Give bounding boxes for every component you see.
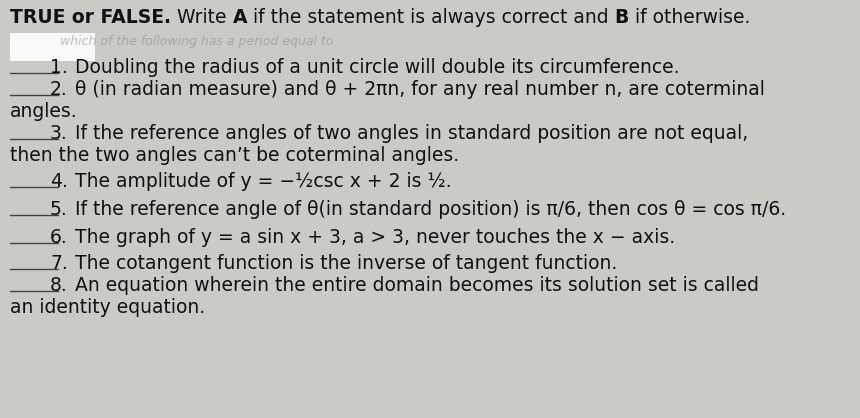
Text: then the two angles can’t be coterminal angles.: then the two angles can’t be coterminal …: [10, 146, 459, 165]
Text: 5.: 5.: [50, 200, 68, 219]
Text: The amplitude of y = −½csc x + 2 is ½.: The amplitude of y = −½csc x + 2 is ½.: [75, 172, 452, 191]
Text: The cotangent function is the inverse of tangent function.: The cotangent function is the inverse of…: [75, 254, 617, 273]
Text: 2.: 2.: [50, 80, 68, 99]
Text: A: A: [232, 8, 247, 27]
Text: 3.: 3.: [50, 124, 68, 143]
Text: An equation wherein the entire domain becomes its solution set is called: An equation wherein the entire domain be…: [75, 276, 759, 295]
Text: θ (in radian measure) and θ + 2πn, for any real number n, are coterminal: θ (in radian measure) and θ + 2πn, for a…: [75, 80, 765, 99]
Text: 1.: 1.: [50, 58, 68, 77]
Text: an identity equation.: an identity equation.: [10, 298, 206, 317]
Text: 6.: 6.: [50, 228, 68, 247]
Text: B: B: [615, 8, 629, 27]
Text: 8.: 8.: [50, 276, 68, 295]
Text: 4.: 4.: [50, 172, 68, 191]
Text: if otherwise.: if otherwise.: [629, 8, 751, 27]
Text: TRUE or FALSE.: TRUE or FALSE.: [10, 8, 171, 27]
Text: If the reference angles of two angles in standard position are not equal,: If the reference angles of two angles in…: [75, 124, 748, 143]
Text: Write: Write: [171, 8, 232, 27]
Text: Doubling the radius of a unit circle will double its circumference.: Doubling the radius of a unit circle wil…: [75, 58, 679, 77]
Text: angles.: angles.: [10, 102, 77, 121]
Text: 7.: 7.: [50, 254, 68, 273]
Bar: [10, 33, 95, 61]
Text: If the reference angle of θ(in standard position) is π/6, then cos θ = cos π/6.: If the reference angle of θ(in standard …: [75, 200, 786, 219]
Text: which of the following has a period equal to: which of the following has a period equa…: [60, 35, 334, 48]
Text: The graph of y = a sin x + 3, a > 3, never touches the x − axis.: The graph of y = a sin x + 3, a > 3, nev…: [75, 228, 675, 247]
Text: if the statement is always correct and: if the statement is always correct and: [247, 8, 615, 27]
